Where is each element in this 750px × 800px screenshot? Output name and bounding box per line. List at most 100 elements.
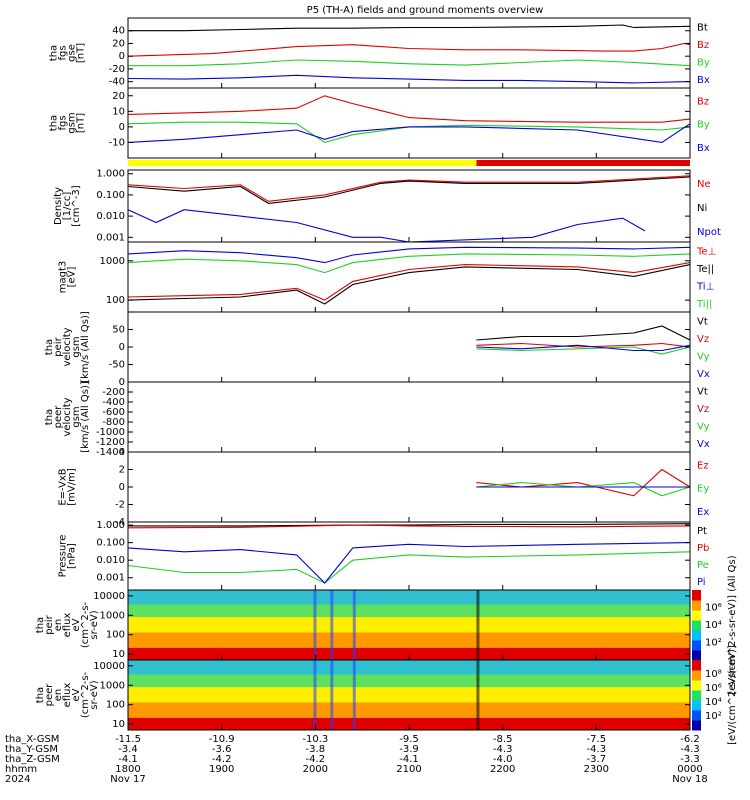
y-tick-label: 1.000 bbox=[96, 169, 125, 180]
axis-row-value: 0000 bbox=[677, 764, 702, 775]
series-Bz bbox=[127, 95, 691, 123]
series-Ti⊥ bbox=[127, 246, 691, 264]
series-Ni bbox=[127, 176, 691, 204]
y-tick-label: 1000 bbox=[100, 610, 125, 621]
y-tick-label: 100 bbox=[106, 630, 125, 641]
y-tick-label: 0.100 bbox=[96, 538, 125, 549]
colorbar-label: [eV/(cm^2-s-sr-eV)] bbox=[727, 645, 738, 745]
y-axis-label: thafgsgsm[nT] bbox=[49, 112, 87, 133]
colorbar-segment bbox=[692, 610, 701, 621]
colorbar-segment bbox=[692, 600, 701, 611]
legend-entry: Te|| bbox=[696, 264, 714, 275]
y-axis-label: thapeirvelocitygsm[km/s (All Qs)] bbox=[44, 311, 91, 383]
series-Bx bbox=[127, 74, 691, 84]
legend-entry: Pe bbox=[697, 560, 709, 571]
y-tick-label: 20 bbox=[112, 91, 125, 102]
y-tick-label: 10000 bbox=[93, 661, 125, 672]
y-tick-label: 10 bbox=[112, 106, 125, 117]
axis-row-value: -4.3 bbox=[587, 744, 607, 755]
axis-row-value: 1900 bbox=[209, 764, 234, 775]
spectrogram-band bbox=[128, 717, 690, 731]
y-axis-label-line: fgs bbox=[58, 45, 69, 60]
panel-density: 0.001 0.010 0.100 1.000 Density[1/cc][cm^-3]… bbox=[53, 169, 721, 244]
axis-row-value: -11.5 bbox=[115, 734, 141, 745]
y-axis-label-line: peer bbox=[44, 683, 55, 707]
series-Ti|| bbox=[127, 253, 691, 274]
colorbar-segment bbox=[692, 640, 701, 651]
panel-frame bbox=[127, 241, 691, 313]
y-axis-label-line: gse bbox=[67, 44, 78, 62]
axis-row-value: 2200 bbox=[490, 764, 515, 775]
y-axis-label-line: [1/cc] bbox=[62, 192, 73, 221]
y-axis-label-line: Pressure bbox=[58, 535, 69, 578]
y-axis-label: thapeerenefluxeV(cm^2-s-sr-eV) bbox=[35, 671, 100, 718]
series-By bbox=[127, 121, 691, 143]
legend-entry: By bbox=[697, 120, 710, 131]
legend-entry: Ne bbox=[697, 179, 711, 190]
panel-frame bbox=[127, 381, 691, 453]
y-tick-label: 0.010 bbox=[96, 211, 125, 222]
spectrogram-band bbox=[128, 674, 690, 688]
y-axis-label-line: eflux bbox=[62, 683, 73, 708]
y-axis-label: magt3[eV] bbox=[58, 261, 78, 294]
axis-row-label: tha_Y-GSM bbox=[5, 744, 58, 755]
legend-entry: Vt bbox=[697, 386, 708, 397]
legend-entry: Ni bbox=[697, 203, 707, 214]
y-axis-label-line: Density bbox=[53, 187, 64, 225]
colorbar-tick-label: 10⁶ bbox=[705, 603, 722, 614]
spectrogram-band bbox=[128, 647, 690, 661]
y-tick-label: 1000 bbox=[100, 256, 125, 267]
axis-row-value: -4.2 bbox=[212, 754, 232, 765]
colorbar-tick-label: 10⁴ bbox=[705, 620, 722, 631]
axis-row-value: -4.3 bbox=[493, 744, 513, 755]
axis-row-value: 2000 bbox=[303, 764, 328, 775]
colorbar-tick-label: 10² bbox=[705, 638, 722, 649]
series-Vz bbox=[476, 342, 691, 348]
legend-entry: Vy bbox=[697, 351, 710, 362]
y-tick-label: 10 bbox=[112, 649, 125, 660]
y-axis-label-line: [mV/m] bbox=[67, 468, 78, 506]
y-tick-label: -50 bbox=[109, 360, 125, 371]
panel-peer_velocity: -1400-1200-1000-800-600-400-2000 thapeerv… bbox=[44, 377, 710, 458]
axis-row-value: -7.5 bbox=[587, 734, 607, 745]
y-tick-label: 0 bbox=[119, 122, 125, 133]
axis-row-label: hhmm bbox=[5, 764, 37, 775]
spectrogram-streak bbox=[476, 660, 480, 730]
y-axis-label-line: gsm bbox=[71, 336, 82, 357]
legend-entry: By bbox=[697, 57, 710, 68]
legend-entry: Bz bbox=[697, 96, 709, 107]
y-axis-label-line: [nT] bbox=[76, 43, 87, 63]
colorbar-segment bbox=[692, 650, 701, 661]
legend-entry: Ex bbox=[697, 507, 709, 518]
colorbar-tick-label: 10² bbox=[705, 711, 722, 722]
spectrogram-streak bbox=[352, 590, 356, 660]
spectrogram-band bbox=[128, 616, 690, 633]
y-tick-label: 40 bbox=[112, 26, 125, 37]
y-tick-label: -4 bbox=[115, 517, 125, 528]
y-axis-label: thafgsgse[nT] bbox=[49, 43, 87, 63]
series-Pi bbox=[127, 542, 691, 584]
legend-entry: Bx bbox=[697, 143, 710, 154]
legend-entry: Vx bbox=[697, 369, 710, 380]
y-axis-label-line: tha bbox=[35, 687, 46, 703]
y-axis-label-line: [cm^-3] bbox=[71, 185, 82, 226]
legend-entry: Npot bbox=[697, 227, 721, 238]
y-tick-label: 50 bbox=[112, 325, 125, 336]
y-tick-label: 0 bbox=[119, 51, 125, 62]
series-Bz bbox=[127, 42, 691, 57]
legend-entry: Ey bbox=[697, 484, 709, 495]
axis-row-value: -4.3 bbox=[680, 744, 700, 755]
y-tick-label: 2 bbox=[119, 465, 125, 476]
y-tick-label: -200 bbox=[102, 387, 125, 398]
colorbar-label: [eV/(cm^2-s-sr-eV)] (All Qs) bbox=[727, 555, 738, 694]
colorbar-segment bbox=[692, 630, 701, 641]
series-Pb bbox=[127, 524, 691, 529]
axis-row-value: -4.1 bbox=[399, 754, 419, 765]
y-axis-label-line: sr-eV) bbox=[89, 610, 100, 639]
y-axis-label-line: peir bbox=[44, 614, 55, 634]
y-tick-label: -600 bbox=[102, 407, 125, 418]
panel-peer_eflux: 10² 10⁴ 10⁶ 10⁸ [eV/(cm^2-s-sr-eV)] 10 100 1000… bbox=[35, 645, 738, 745]
axis-row-value: -3.9 bbox=[399, 744, 419, 755]
